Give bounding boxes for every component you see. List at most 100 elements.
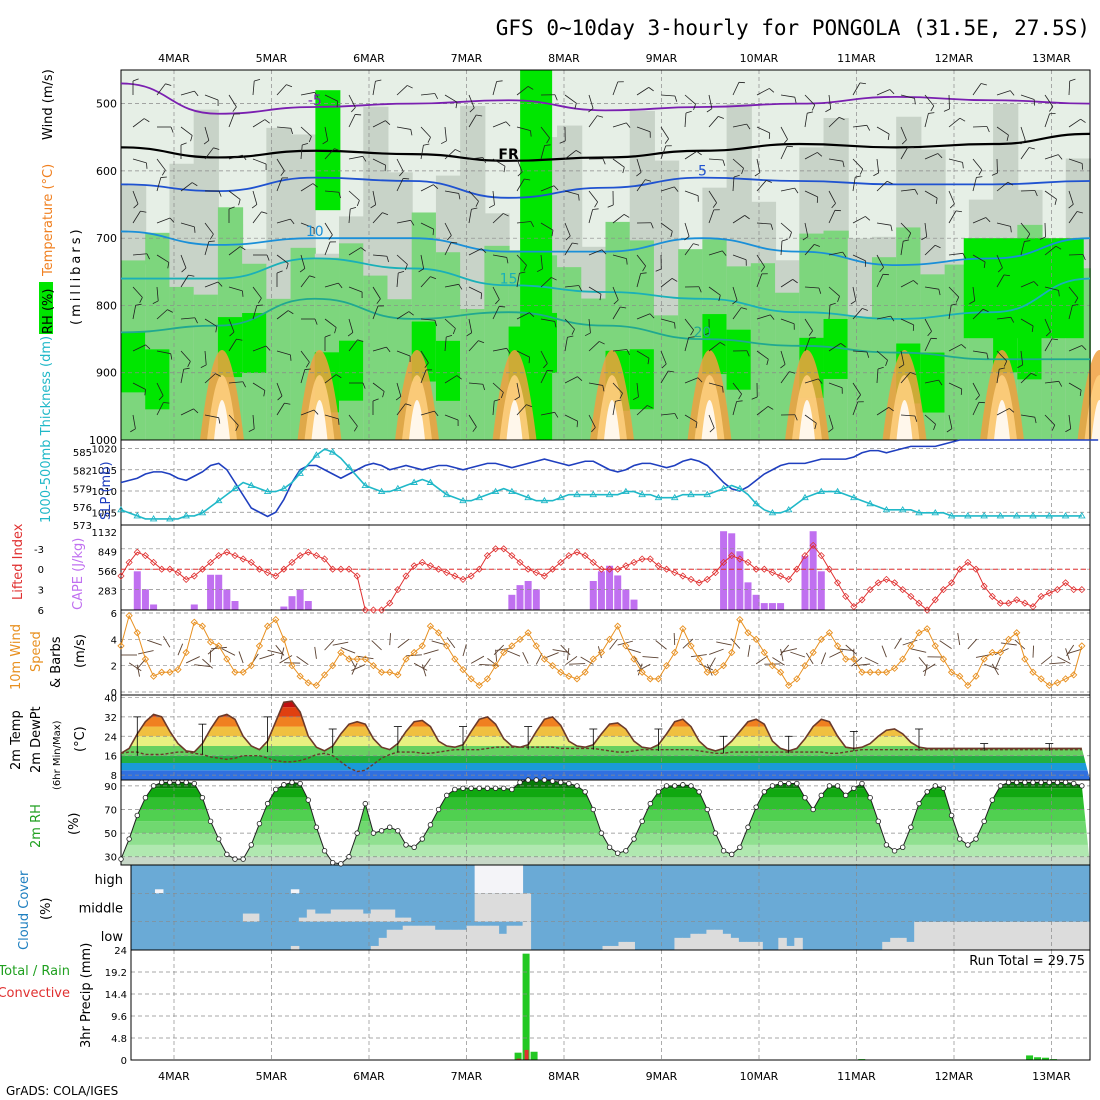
wind-speed-marker bbox=[614, 622, 622, 630]
wind-barb-flag bbox=[494, 398, 501, 402]
cloud-cell bbox=[482, 893, 492, 922]
wind-barb bbox=[564, 285, 579, 288]
wind-barb-flag bbox=[1054, 198, 1057, 205]
wind-speed-marker bbox=[597, 648, 606, 657]
wind-barb-flag bbox=[661, 363, 667, 369]
lifted-index-marker bbox=[321, 555, 329, 563]
precip-legend-total: Total / Rain bbox=[0, 964, 70, 979]
surface-wind-barb bbox=[397, 638, 410, 649]
wind-barb bbox=[372, 120, 386, 128]
cloud-cell bbox=[914, 921, 923, 950]
wind-speed-marker bbox=[320, 671, 329, 679]
cloud-cell bbox=[482, 865, 492, 894]
wind-barb-flag bbox=[375, 79, 382, 82]
cloud-cell bbox=[754, 941, 763, 950]
rh-marker bbox=[330, 859, 336, 866]
wind-barb bbox=[444, 222, 452, 236]
rh-marker bbox=[891, 848, 898, 854]
rh-patch bbox=[363, 275, 389, 440]
pressure-tick: 900 bbox=[96, 367, 117, 380]
lifted-index-marker bbox=[1062, 579, 1070, 587]
wind-barb bbox=[420, 93, 435, 96]
surface-wind-barb bbox=[1032, 645, 1035, 658]
surface-wind-barb bbox=[910, 648, 927, 653]
wind-barb-flag bbox=[551, 277, 557, 281]
wind-barb bbox=[156, 83, 166, 96]
surface-wind-barb bbox=[730, 638, 741, 649]
rh-marker bbox=[411, 844, 417, 850]
wind-barb bbox=[948, 344, 962, 352]
rh-marker bbox=[834, 783, 841, 789]
cape-bar bbox=[622, 589, 630, 610]
wind-barb-flag bbox=[986, 353, 989, 360]
rh-marker bbox=[541, 777, 548, 783]
lifted-index-marker bbox=[915, 599, 923, 607]
rh-marker bbox=[786, 780, 792, 787]
lifted-index-marker bbox=[451, 572, 459, 580]
wind-barb bbox=[132, 414, 136, 429]
wind-barb-flag bbox=[794, 414, 798, 421]
wind-barb bbox=[636, 254, 646, 267]
wind-barb bbox=[1068, 305, 1073, 320]
wind-barb-flag bbox=[193, 408, 199, 414]
wind-barb bbox=[900, 280, 914, 288]
wind-barb-flag bbox=[879, 267, 884, 273]
wind-barb-flag bbox=[670, 231, 673, 238]
lifted-index-marker bbox=[744, 558, 752, 566]
day-label-bottom: 12MAR bbox=[935, 1070, 974, 1083]
wind-speed-marker bbox=[1021, 655, 1029, 663]
wind-barb-flag bbox=[914, 98, 916, 105]
cape-bar bbox=[215, 574, 223, 610]
wind-barb-flag bbox=[842, 161, 845, 168]
wind-barb bbox=[972, 350, 987, 354]
wind-barb-flag bbox=[1033, 281, 1039, 287]
wind-barb-flag bbox=[1010, 90, 1015, 96]
surface-wind-barb bbox=[314, 646, 317, 659]
wind-barb-flag bbox=[855, 175, 862, 178]
wind-speed-marker bbox=[719, 662, 728, 670]
wind-barb bbox=[204, 126, 210, 141]
rh-marker bbox=[777, 780, 784, 787]
wind-speed-marker bbox=[996, 648, 1005, 657]
wind-speed-marker bbox=[809, 648, 817, 657]
wind-barb-flag bbox=[997, 267, 1003, 273]
wind-barb-flag bbox=[975, 395, 980, 401]
thickness-marker bbox=[670, 493, 679, 501]
cape-bar bbox=[736, 551, 744, 610]
wind-barb-flag bbox=[767, 406, 774, 410]
wind-barb bbox=[516, 382, 521, 397]
wind-barb-flag bbox=[264, 119, 270, 124]
wind-barb-flag bbox=[898, 364, 905, 369]
wind-barb bbox=[1020, 281, 1035, 288]
wind-barb bbox=[924, 153, 939, 160]
wind-barb bbox=[180, 350, 191, 362]
wind-barb bbox=[132, 305, 137, 320]
rh-patch bbox=[266, 298, 292, 440]
wind-barb-flag bbox=[962, 162, 964, 169]
wind-barb bbox=[1044, 318, 1051, 333]
wind-barb bbox=[804, 222, 809, 237]
rh-band bbox=[121, 809, 1090, 822]
wind-barb bbox=[924, 286, 939, 290]
wind-barb-flag bbox=[886, 180, 893, 185]
wind-barb bbox=[996, 254, 1003, 269]
cloud-cell bbox=[330, 909, 340, 922]
rh-marker bbox=[704, 806, 710, 813]
surface-wind-barb bbox=[1066, 644, 1075, 656]
thickness-marker bbox=[410, 478, 418, 485]
wind-barb bbox=[900, 126, 907, 141]
wind-barb-flag bbox=[789, 371, 796, 374]
wind-barb-flag bbox=[1065, 428, 1071, 433]
thickness-marker bbox=[1061, 512, 1070, 519]
wind-barb-flag bbox=[703, 332, 710, 336]
wind-barb-flag bbox=[626, 349, 631, 356]
wind-barb-flag bbox=[455, 149, 461, 153]
convective-bar bbox=[524, 1049, 529, 1060]
wind-barb bbox=[804, 318, 813, 331]
precip-tick: 14.4 bbox=[105, 990, 127, 1001]
wind-barb-flag bbox=[664, 138, 669, 144]
wind-speed-marker bbox=[345, 655, 353, 663]
wind-barb bbox=[684, 222, 690, 237]
thickness-marker bbox=[247, 481, 256, 488]
wind-barb-flag bbox=[410, 220, 415, 226]
